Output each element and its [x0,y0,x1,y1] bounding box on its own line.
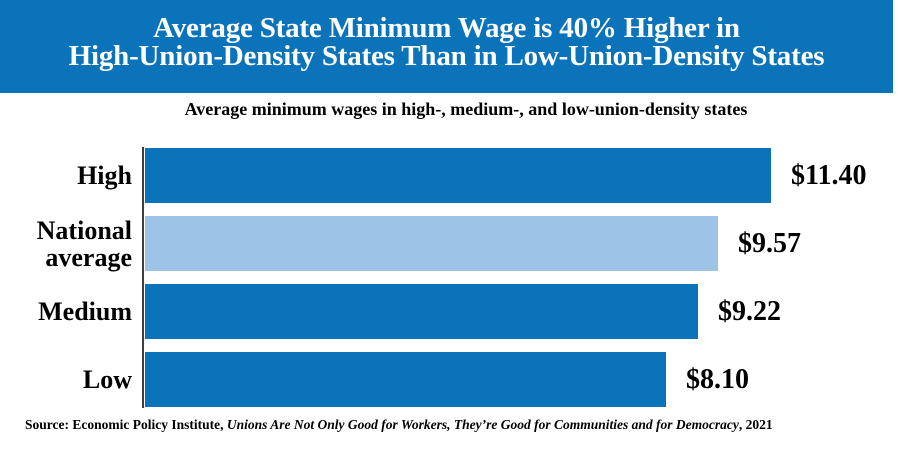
category-label: High [77,161,132,190]
source-publication-title: Unions Are Not Only Good for Workers, Th… [226,417,739,432]
bar [145,352,666,407]
category-label: Low [82,365,132,394]
bar-chart: High $11.40 National average $9.57 Mediu… [0,147,900,410]
source-suffix: , 2021 [738,417,773,432]
chart-subtitle: Average minimum wages in high-, medium-,… [184,99,748,119]
bar-row: National average $9.57 [0,216,900,271]
source-prefix: Source: Economic Policy Institute, [25,417,227,432]
bar [145,148,771,203]
header-banner: Average State Minimum Wage is 40% Higher… [0,0,893,93]
value-label: $11.40 [791,159,867,191]
bar-row: High $11.40 [0,148,900,203]
y-axis-line [142,147,144,408]
source-note: Source: Economic Policy Institute, Union… [25,417,773,433]
value-label: $9.57 [738,227,801,259]
bar-row: Medium $9.22 [0,284,900,339]
chart-title-line-1: Average State Minimum Wage is 40% Higher… [153,12,740,44]
chart-title-line-2: High-Union-Density States Than in Low-Un… [68,40,825,72]
value-label: $9.22 [718,295,781,327]
bar-row: Low $8.10 [0,352,900,407]
bar [145,216,718,271]
category-label: National average [36,215,132,272]
bar [145,284,698,339]
category-label: Medium [38,297,132,326]
value-label: $8.10 [686,363,749,395]
